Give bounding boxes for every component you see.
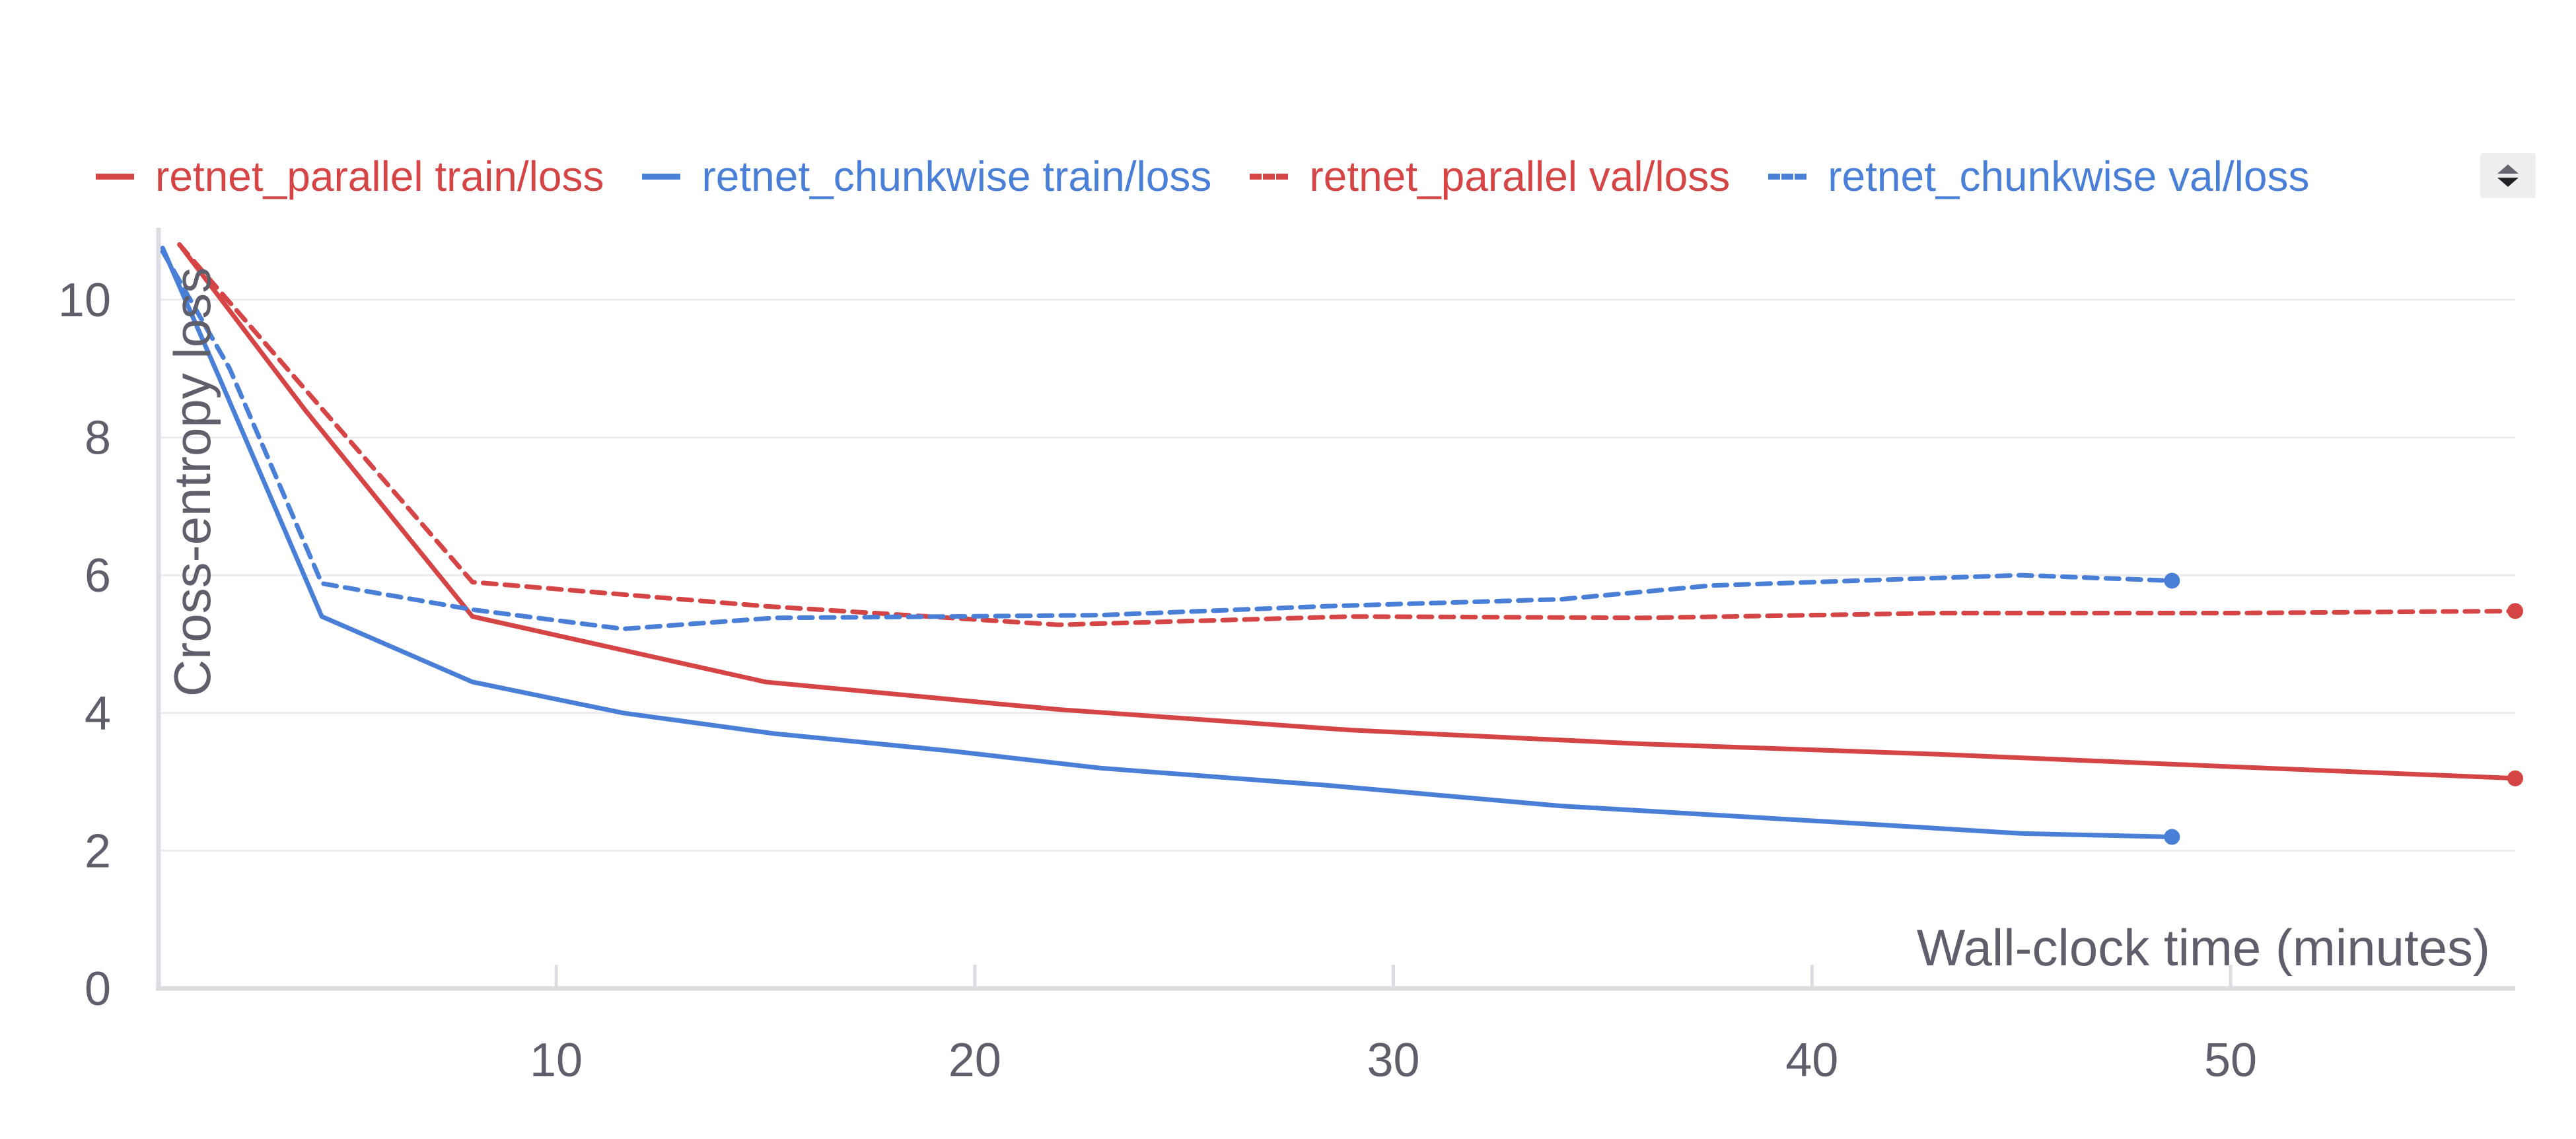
y-tick-label: 10 [58, 274, 111, 327]
series-end-marker-1 [2164, 829, 2180, 845]
series-lines [160, 242, 2518, 839]
y-tick-label: 0 [85, 963, 111, 1016]
scroll-up-icon [2497, 164, 2519, 174]
y-tick-label: 2 [85, 825, 111, 878]
end-markers [2164, 572, 2523, 845]
x-tick-label: 20 [948, 1034, 1001, 1087]
tick-labels: 0 2 4 6 8 10 10 20 30 40 50 [58, 274, 2257, 1087]
legend-item-parallel-val[interactable]: retnet_parallel val/loss [1250, 152, 1730, 201]
legend-swatch-parallel-train [96, 173, 134, 180]
x-axis-title: Wall-clock time (minutes) [1917, 918, 2490, 977]
legend-swatch-chunkwise-val [1768, 173, 1807, 180]
series-line-0 [177, 242, 2518, 781]
legend-label-parallel-train: retnet_parallel train/loss [155, 153, 604, 200]
grid-lines [159, 298, 2515, 852]
y-tick-label: 6 [85, 549, 111, 602]
y-axis-title: Cross-entropy loss [163, 267, 221, 697]
legend-item-chunkwise-val[interactable]: retnet_chunkwise val/loss [1768, 152, 2309, 201]
series-end-marker-0 [2507, 770, 2523, 786]
legend-swatch-parallel-val [1250, 173, 1289, 180]
legend-scroll-button[interactable] [2480, 153, 2536, 198]
legend-label-parallel-val: retnet_parallel val/loss [1309, 153, 1731, 200]
y-tick-label: 4 [85, 687, 111, 740]
legend-item-chunkwise-train[interactable]: retnet_chunkwise train/loss [642, 152, 1211, 201]
series-line-2 [177, 242, 2518, 627]
x-tick-label: 30 [1367, 1034, 1420, 1087]
legend-label-chunkwise-val: retnet_chunkwise val/loss [1828, 153, 2310, 200]
y-tick-label: 8 [85, 412, 111, 465]
axes [156, 228, 2515, 991]
legend-label-chunkwise-train: retnet_chunkwise train/loss [701, 153, 1212, 200]
x-tick-label: 40 [1785, 1034, 1838, 1087]
legend-item-parallel-train[interactable]: retnet_parallel train/loss [96, 152, 604, 201]
x-tick-label: 50 [2204, 1034, 2257, 1087]
series-line-3 [160, 249, 2174, 631]
scroll-down-icon [2497, 178, 2519, 187]
series-end-marker-3 [2164, 572, 2180, 589]
series-line-1 [160, 246, 2174, 839]
x-tick-label: 10 [530, 1034, 583, 1087]
chart-legend: retnet_parallel train/loss retnet_chunkw… [96, 147, 2347, 206]
legend-swatch-chunkwise-train [642, 173, 681, 180]
series-end-marker-2 [2507, 603, 2523, 619]
